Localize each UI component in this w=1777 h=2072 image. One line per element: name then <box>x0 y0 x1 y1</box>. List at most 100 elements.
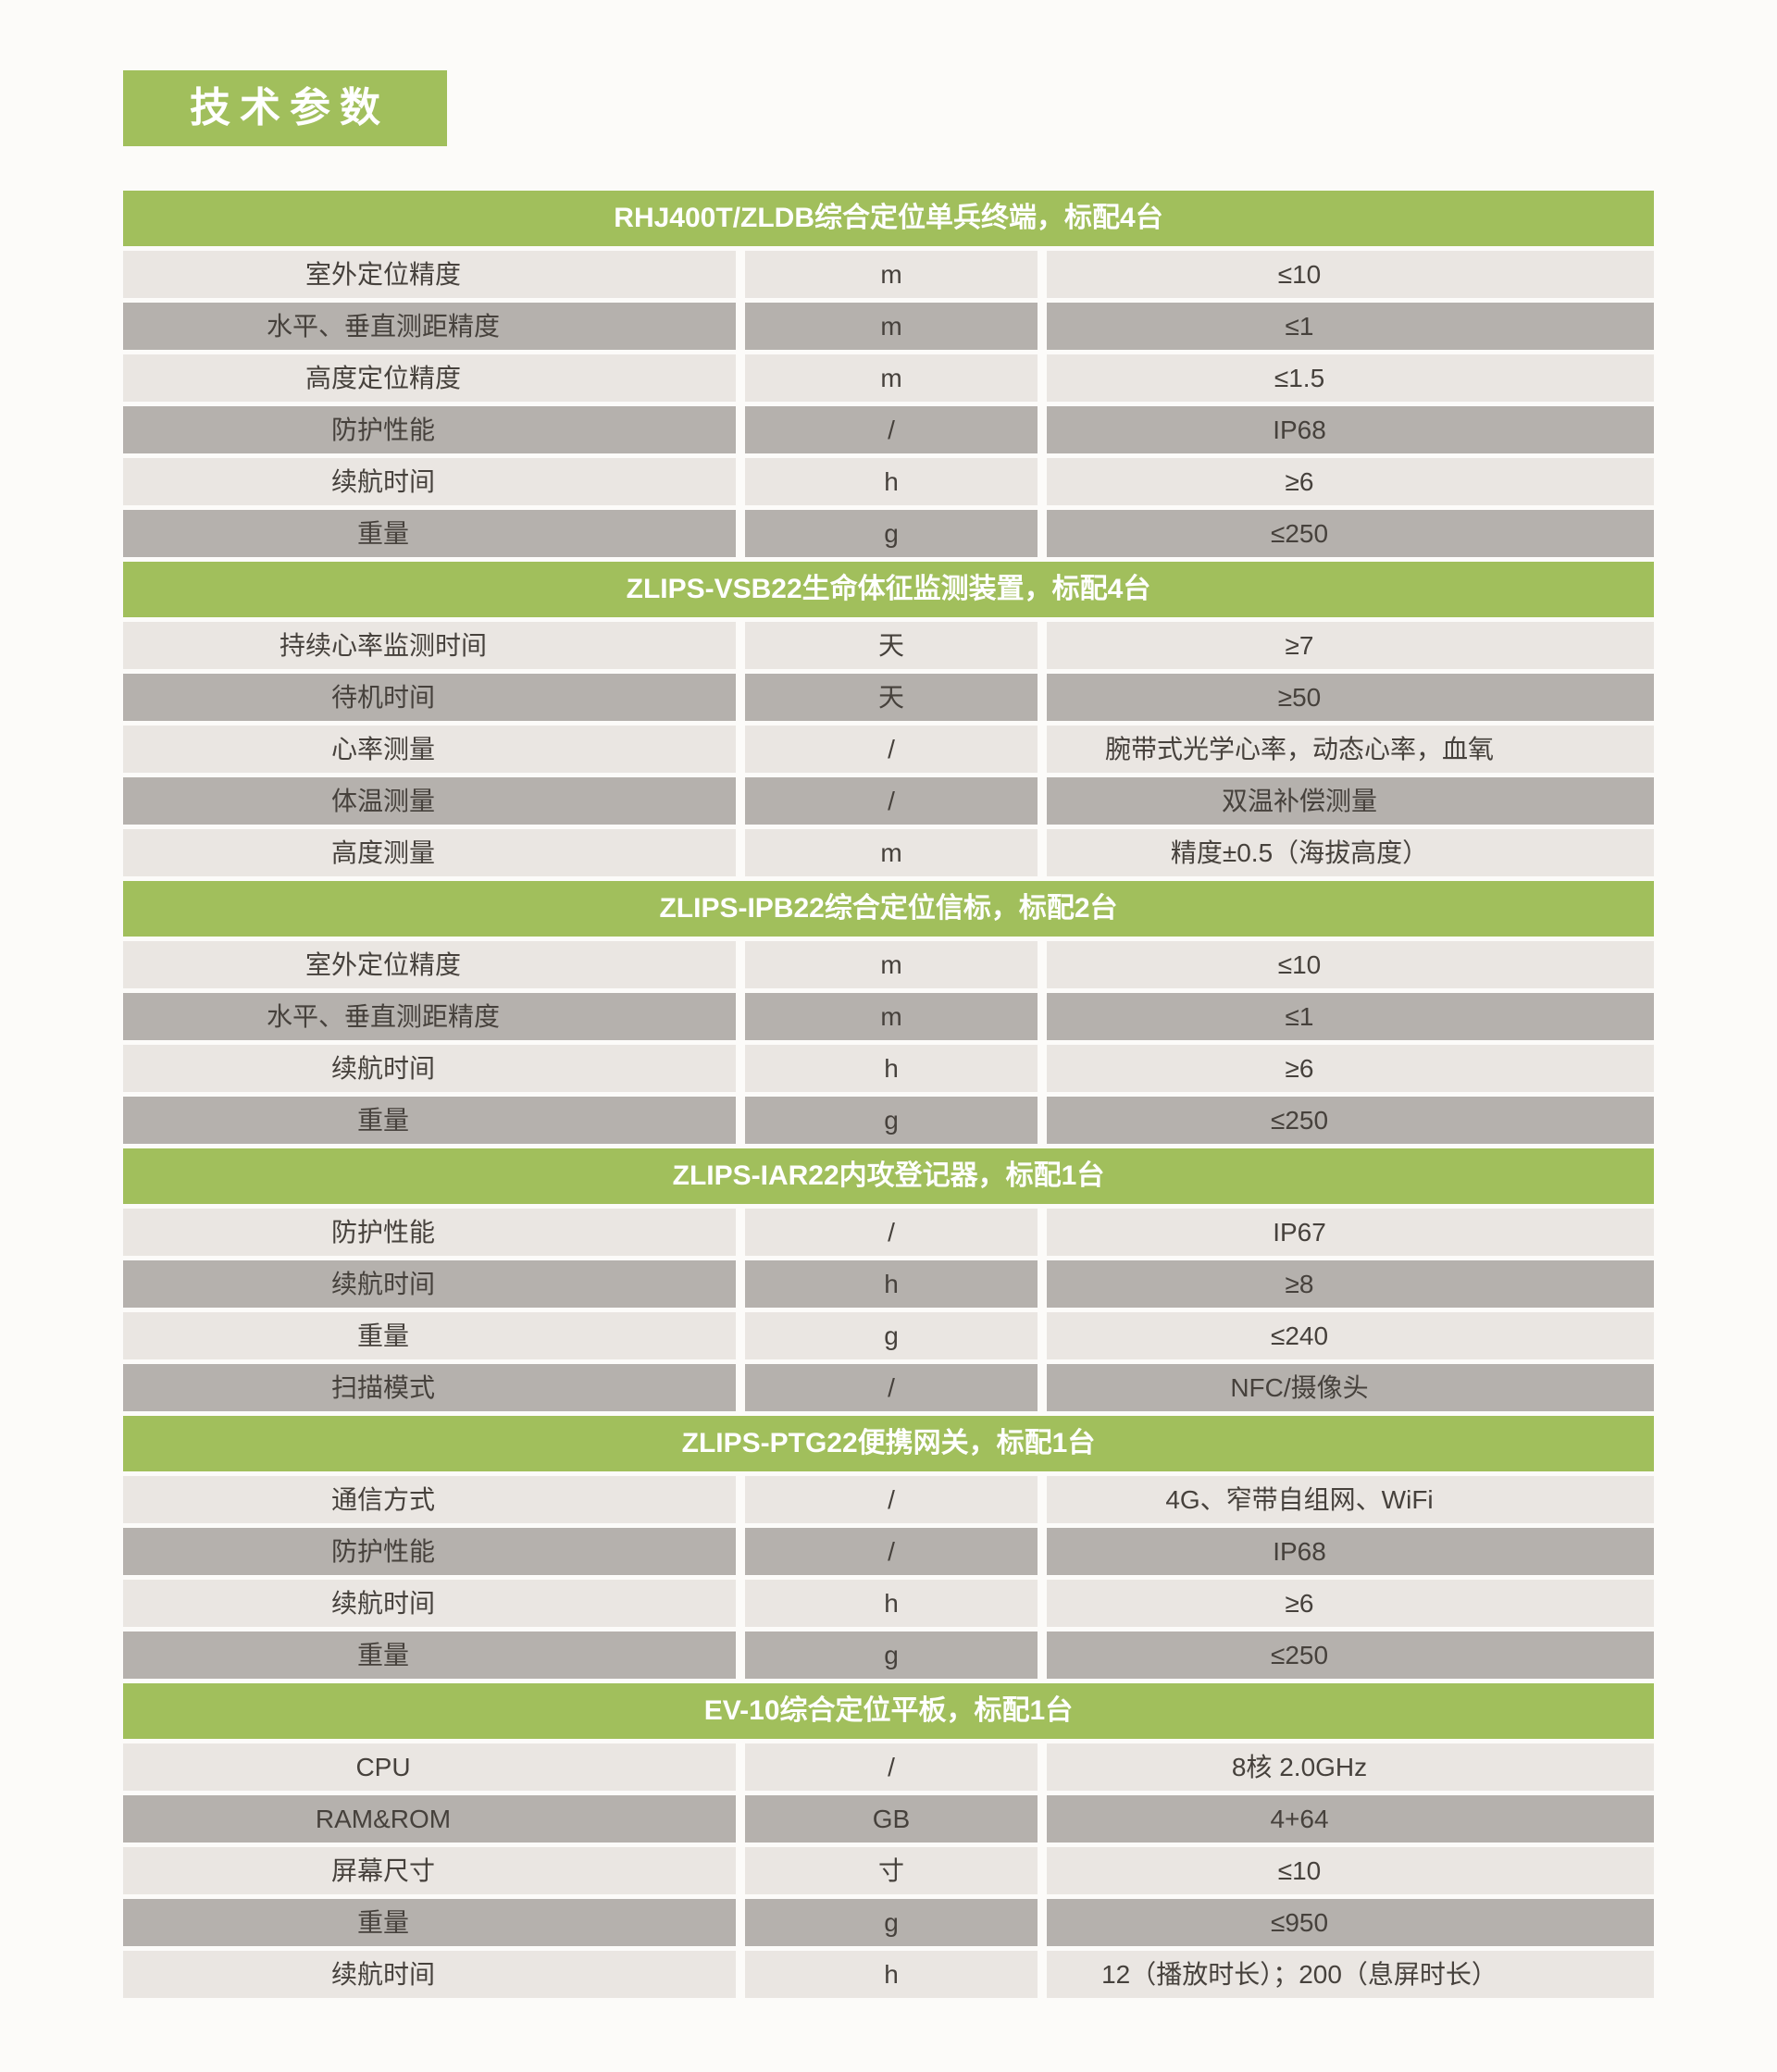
unit-cell: / <box>745 1743 1038 1791</box>
table-row: 体温测量 / 双温补偿测量 <box>123 777 1654 825</box>
param-cell: 高度测量 <box>123 829 736 876</box>
table-row: 防护性能 / IP68 <box>123 1528 1654 1575</box>
param-cell: 续航时间 <box>123 458 736 505</box>
table-row: 水平、垂直测距精度 m ≤1 <box>123 303 1654 350</box>
param-cell: RAM&ROM <box>123 1795 736 1842</box>
unit-cell: m <box>745 993 1038 1040</box>
param-cell: 室外定位精度 <box>123 251 736 298</box>
table-row: 待机时间天 ≥50 <box>123 674 1654 721</box>
section-header: ZLIPS-PTG22便携网关，标配1台 <box>123 1416 1654 1471</box>
section-header: ZLIPS-IPB22综合定位信标，标配2台 <box>123 881 1654 937</box>
param-cell: 重量 <box>123 510 736 557</box>
value-cell: 腕带式光学心率，动态心率，血氧 <box>1047 726 1654 773</box>
value-cell: ≤1 <box>1047 303 1654 350</box>
param-cell: 续航时间 <box>123 1045 736 1092</box>
unit-cell: 寸 <box>745 1847 1038 1894</box>
value-cell: ≤1.5 <box>1047 354 1654 402</box>
unit-cell: / <box>745 726 1038 773</box>
table-row: 续航时间 h ≥6 <box>123 458 1654 505</box>
table-row: 续航时间 h ≥8 <box>123 1260 1654 1308</box>
table-row: 重量 g ≤240 <box>123 1312 1654 1359</box>
table-row: RAM&ROM GB 4+64 <box>123 1795 1654 1842</box>
param-cell: 水平、垂直测距精度 <box>123 303 736 350</box>
table-row: 屏幕尺寸寸 ≤10 <box>123 1847 1654 1894</box>
value-cell: ≥50 <box>1047 674 1654 721</box>
value-cell: ≥6 <box>1047 458 1654 505</box>
section-header: EV-10综合定位平板，标配1台 <box>123 1683 1654 1739</box>
table-row: 高度测量 m 精度±0.5（海拔高度） <box>123 829 1654 876</box>
table-row: 心率测量 / 腕带式光学心率，动态心率，血氧 <box>123 726 1654 773</box>
unit-cell: h <box>745 1580 1038 1627</box>
param-cell: 水平、垂直测距精度 <box>123 993 736 1040</box>
unit-cell: / <box>745 1528 1038 1575</box>
value-cell: ≤250 <box>1047 1097 1654 1144</box>
unit-cell: m <box>745 303 1038 350</box>
param-cell: 防护性能 <box>123 1209 736 1256</box>
value-cell: IP67 <box>1047 1209 1654 1256</box>
unit-cell: h <box>745 1045 1038 1092</box>
param-cell: 续航时间 <box>123 1260 736 1308</box>
unit-cell: g <box>745 1312 1038 1359</box>
param-cell: 持续心率监测时间 <box>123 622 736 669</box>
unit-cell: / <box>745 1476 1038 1523</box>
value-cell: ≤10 <box>1047 941 1654 988</box>
table-row: 持续心率监测时间天 ≥7 <box>123 622 1654 669</box>
param-cell: 重量 <box>123 1899 736 1946</box>
value-cell: ≤240 <box>1047 1312 1654 1359</box>
unit-cell: m <box>745 354 1038 402</box>
section-header: ZLIPS-VSB22生命体征监测装置，标配4台 <box>123 562 1654 617</box>
value-cell: IP68 <box>1047 406 1654 453</box>
table-row: 高度定位精度 m ≤1.5 <box>123 354 1654 402</box>
value-cell: NFC/摄像头 <box>1047 1364 1654 1411</box>
param-cell: 心率测量 <box>123 726 736 773</box>
value-cell: 4G、窄带自组网、WiFi <box>1047 1476 1654 1523</box>
table-row: 续航时间 h ≥6 <box>123 1045 1654 1092</box>
param-cell: 扫描模式 <box>123 1364 736 1411</box>
unit-cell: m <box>745 941 1038 988</box>
table-row: 防护性能 / IP68 <box>123 406 1654 453</box>
unit-cell: / <box>745 1209 1038 1256</box>
unit-cell: GB <box>745 1795 1038 1842</box>
table-row: CPU/8核 2.0GHz <box>123 1743 1654 1791</box>
unit-cell: / <box>745 406 1038 453</box>
param-cell: 重量 <box>123 1097 736 1144</box>
page-title: 技术参数 <box>123 70 447 146</box>
section-header: ZLIPS-IAR22内攻登记器，标配1台 <box>123 1148 1654 1204</box>
spec-table: RHJ400T/ZLDB综合定位单兵终端，标配4台 室外定位精度 m ≤10 水平、垂直… <box>123 191 1654 2003</box>
table-row: 重量 g ≤250 <box>123 1097 1654 1144</box>
value-cell: ≥6 <box>1047 1580 1654 1627</box>
param-cell: 室外定位精度 <box>123 941 736 988</box>
unit-cell: h <box>745 1951 1038 1998</box>
unit-cell: g <box>745 1899 1038 1946</box>
param-cell: 体温测量 <box>123 777 736 825</box>
table-row: 重量 g ≤250 <box>123 510 1654 557</box>
table-row: 室外定位精度 m ≤10 <box>123 941 1654 988</box>
table-row: 室外定位精度 m ≤10 <box>123 251 1654 298</box>
table-row: 通信方式/4G、窄带自组网、WiFi <box>123 1476 1654 1523</box>
unit-cell: g <box>745 1097 1038 1144</box>
table-row: 重量 g ≤250 <box>123 1632 1654 1679</box>
param-cell: 高度定位精度 <box>123 354 736 402</box>
section-header: RHJ400T/ZLDB综合定位单兵终端，标配4台 <box>123 191 1654 246</box>
value-cell: 精度±0.5（海拔高度） <box>1047 829 1654 876</box>
value-cell: 12（播放时长）；200（息屏时长） <box>1047 1951 1654 1998</box>
table-row: 水平、垂直测距精度 m ≤1 <box>123 993 1654 1040</box>
value-cell: 双温补偿测量 <box>1047 777 1654 825</box>
param-cell: 重量 <box>123 1632 736 1679</box>
value-cell: ≤1 <box>1047 993 1654 1040</box>
value-cell: ≤950 <box>1047 1899 1654 1946</box>
unit-cell: / <box>745 777 1038 825</box>
unit-cell: m <box>745 829 1038 876</box>
table-row: 重量 g ≤950 <box>123 1899 1654 1946</box>
unit-cell: 天 <box>745 622 1038 669</box>
value-cell: ≥8 <box>1047 1260 1654 1308</box>
value-cell: 8核 2.0GHz <box>1047 1743 1654 1791</box>
unit-cell: m <box>745 251 1038 298</box>
value-cell: ≤10 <box>1047 251 1654 298</box>
param-cell: 待机时间 <box>123 674 736 721</box>
param-cell: 防护性能 <box>123 1528 736 1575</box>
param-cell: 续航时间 <box>123 1951 736 1998</box>
table-row: 防护性能 / IP67 <box>123 1209 1654 1256</box>
param-cell: 续航时间 <box>123 1580 736 1627</box>
param-cell: CPU <box>123 1743 736 1791</box>
